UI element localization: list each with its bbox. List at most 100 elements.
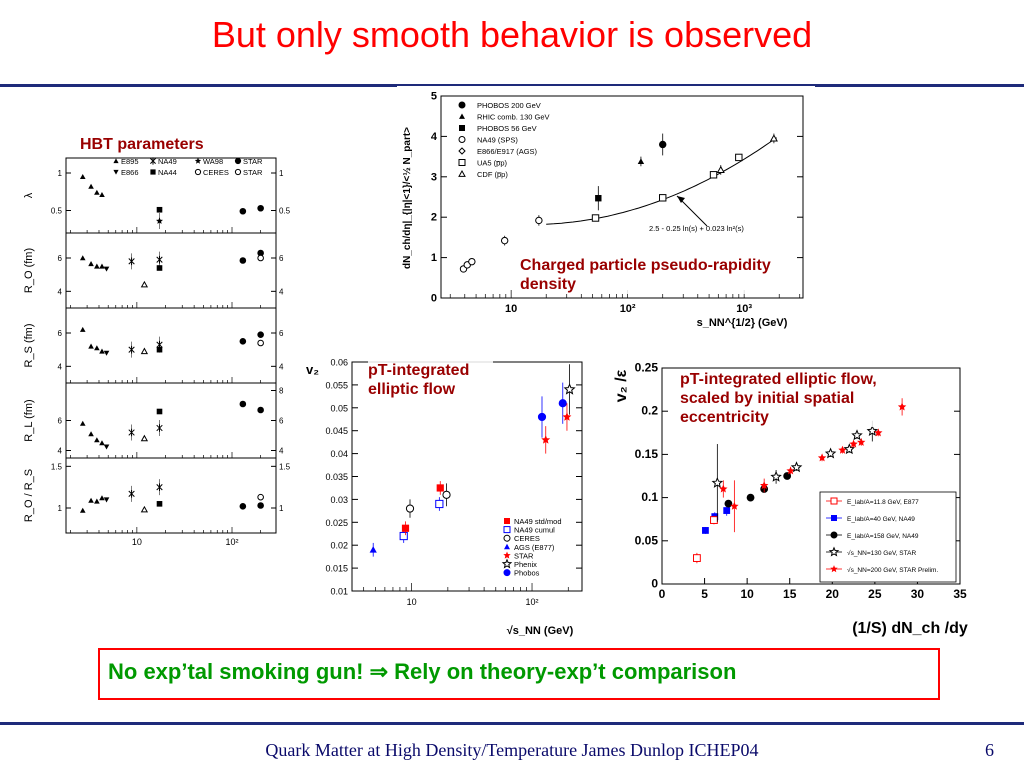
data-point <box>94 498 100 504</box>
legend-marker <box>194 157 202 164</box>
data-point <box>435 499 444 509</box>
data-point <box>99 263 105 269</box>
data-point <box>730 501 739 510</box>
tick-label: 4 <box>279 287 284 296</box>
data-point <box>128 345 135 354</box>
data-point <box>94 189 100 195</box>
data-point <box>140 347 149 355</box>
data-point <box>786 466 795 475</box>
tick-label: 2 <box>431 212 437 224</box>
legend-marker <box>150 169 156 175</box>
page-number: 6 <box>985 740 994 760</box>
tick-label: 10³ <box>736 303 752 315</box>
data-point <box>156 217 163 224</box>
data-point <box>735 153 743 162</box>
row-ylabel: R_O / R_S <box>23 469 35 522</box>
tick-label: 4 <box>431 131 438 143</box>
data-point <box>257 493 264 501</box>
tick-label: 0.04 <box>330 449 348 459</box>
legend-label: NA49 (SPS) <box>477 136 518 145</box>
cross-stroke <box>150 157 156 165</box>
data-point <box>401 524 410 532</box>
legend-label: √s_NN=200 GeV, STAR Prelim. <box>847 566 938 574</box>
tick-label: 0.25 <box>635 361 659 375</box>
data-point <box>702 527 709 534</box>
data-point <box>595 195 602 202</box>
cross-stroke <box>128 257 135 266</box>
v2-caption: pT-integrated elliptic flow <box>368 361 493 399</box>
data-point <box>79 255 86 261</box>
data-point <box>88 431 94 437</box>
legend-label: CDF (p̅p) <box>477 170 508 179</box>
legend-marker <box>831 515 837 521</box>
data-point <box>156 346 163 353</box>
data-point <box>156 265 163 271</box>
fit-curve <box>546 137 777 225</box>
data-point <box>760 481 769 490</box>
conclusion-callout: No exp’tal smoking gun! ⇒ Rely on theory… <box>98 648 940 700</box>
tick-label: 1 <box>279 169 284 178</box>
legend-label: E866 <box>121 168 139 177</box>
legend-label: CERES <box>203 168 229 177</box>
v2-points <box>369 364 576 557</box>
hbt-legend: E895 NA49 WA98 STAR E866 NA44 CERES STAR <box>113 157 263 177</box>
data-point <box>257 406 264 414</box>
legend-marker <box>501 558 513 569</box>
tick-label: 10² <box>620 303 636 315</box>
x-axis-label: s_NN^{1/2} (GeV) <box>697 317 788 329</box>
tick-label: 0.02 <box>330 541 348 551</box>
data-point <box>239 400 247 408</box>
data-point <box>79 326 86 332</box>
y-axis-label: v₂ <box>306 362 319 377</box>
tick-label: 10 <box>740 587 754 601</box>
tick-label: 0.1 <box>641 490 658 504</box>
cross-stroke <box>128 345 135 354</box>
data-point <box>399 531 408 541</box>
y-axis-label: v₂ /ε <box>613 369 630 402</box>
v2eps-points <box>693 398 907 564</box>
tick-label: 0.05 <box>635 533 659 547</box>
tick-label: 0.15 <box>635 447 659 461</box>
tick-label: 0.01 <box>330 587 348 597</box>
data-point <box>257 204 264 212</box>
tick-label: 10² <box>225 537 238 547</box>
tick-label: 0.035 <box>325 472 348 482</box>
data-point <box>468 257 476 266</box>
data-point <box>500 236 509 245</box>
tick-label: 3 <box>431 171 437 183</box>
row-ylabel: R_O (fm) <box>23 248 35 293</box>
data-point <box>99 348 105 354</box>
tick-label: 4 <box>279 362 284 371</box>
y-axis-label: dN_ch/dη|_{|η|<1}/<½ N_part> <box>402 127 413 269</box>
legend-marker <box>234 168 242 176</box>
x-axis-label: (1/S) dN_ch /dy <box>852 620 968 637</box>
tick-label: 0.03 <box>330 495 348 505</box>
data-point <box>140 505 149 513</box>
data-point <box>79 507 86 513</box>
dndeta-caption: Charged particle pseudo-rapidity density <box>520 256 790 294</box>
cross-stroke <box>128 490 135 498</box>
v2eps-chart: 0 0.05 0.1 0.15 0.2 0.25 0 5 10 15 20 25 30 35 E_lab/A… <box>606 344 992 646</box>
legend-marker <box>503 569 511 577</box>
v2eps-svg: 0 0.05 0.1 0.15 0.2 0.25 0 5 10 15 20 25 30 35 E_lab/A… <box>613 361 968 638</box>
data-point <box>723 507 731 514</box>
tick-label: 1 <box>58 504 63 513</box>
hbt-frame <box>65 382 277 459</box>
legend-marker <box>458 169 466 177</box>
legend-label: √s_NN=130 GeV, STAR <box>847 549 916 557</box>
data-point <box>99 495 105 501</box>
legend-marker <box>234 157 242 165</box>
data-point <box>128 428 135 437</box>
tick-label: 5 <box>431 91 437 103</box>
conclusion-text: No exp’tal smoking gun! ⇒ Rely on theory… <box>108 659 737 684</box>
hbt-row: 1 0.5 1 0.5 λ <box>23 157 291 234</box>
legend-label: STAR <box>243 168 263 177</box>
legend-label: UA5 (p̅p) <box>477 159 508 168</box>
tick-label: 0 <box>651 577 658 591</box>
tick-label: 6 <box>58 254 63 263</box>
data-point <box>897 402 907 411</box>
data-point <box>79 420 86 426</box>
data-point <box>103 444 110 450</box>
tick-label: 0.5 <box>279 207 291 216</box>
legend-label: NA49 cumul <box>514 526 555 535</box>
